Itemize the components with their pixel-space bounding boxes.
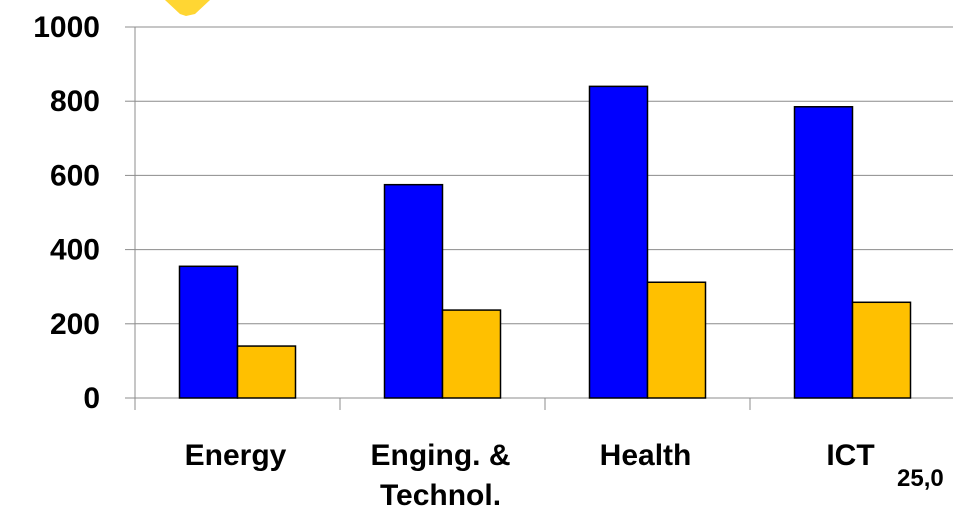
bar-series-2 (236, 345, 297, 399)
star-icon (165, 0, 210, 16)
x-category-label: Health (600, 439, 692, 472)
bar-series-1 (588, 85, 649, 399)
y-tick-label: 400 (50, 234, 100, 267)
bar-series-2 (441, 309, 502, 399)
bars (178, 85, 912, 399)
y-tick-label: 200 (50, 308, 100, 341)
x-category-labels: Energy Enging. & Technol. Health ICT (185, 439, 875, 512)
cropped-text: 25,0 (897, 465, 944, 492)
bar-series-2 (851, 301, 912, 399)
bar-series-1 (793, 106, 854, 399)
bar-series-1 (178, 265, 239, 399)
x-category-label: ICT (826, 439, 874, 472)
bar-series-1 (383, 183, 444, 399)
x-category-label: Enging. & Technol. (371, 439, 511, 512)
y-tick-labels: 0 200 400 600 800 1000 (33, 11, 100, 415)
x-category-label: Energy (185, 439, 287, 472)
star-shape (165, 0, 210, 16)
bar-series-2 (646, 281, 707, 399)
y-tick-label: 1000 (33, 11, 100, 44)
y-tick-label: 0 (83, 382, 100, 415)
y-tick-label: 600 (50, 159, 100, 192)
y-tick-label: 800 (50, 85, 100, 118)
